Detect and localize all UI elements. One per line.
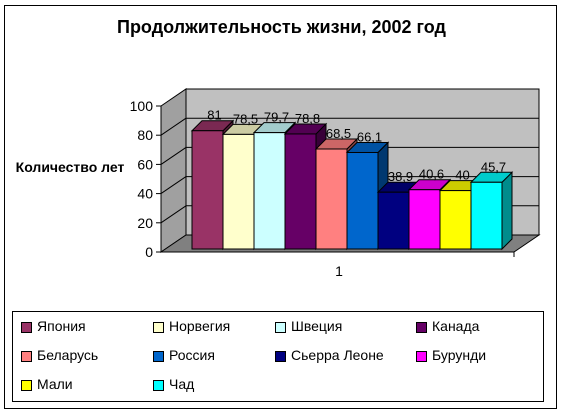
y-tick-label: 100 [130,98,154,114]
side-wall [160,88,187,253]
chart-title: Продолжительность жизни, 2002 год [117,17,446,37]
gridline-side [160,176,187,195]
data-label: 45,7 [481,159,506,174]
plot-area: 0 20 40 60 80 100 81 78,5 79,7 78,8 68,5 66,1 38,9 40… [130,88,541,279]
y-tick-label: 40 [137,186,153,202]
legend-swatch [21,380,32,391]
gridline-side [160,205,187,224]
data-label: 40,6 [419,167,444,182]
bar [222,133,255,250]
legend-label: Швеция [291,318,343,334]
data-label: 40 [455,168,469,183]
y-tick-label: 80 [137,127,153,143]
bar [346,151,379,250]
bar [377,191,410,250]
y-tick-label: 20 [137,215,153,231]
y-tick-label: 60 [137,156,153,172]
bar [315,148,348,250]
legend-label: Канада [432,318,480,334]
bar [191,130,224,250]
data-label: 38,9 [388,169,413,184]
legend-label: Чад [169,376,195,392]
data-label: 66,1 [357,129,382,144]
data-label: 78,5 [233,111,258,126]
y-axis-label: Количество лет [15,159,125,175]
legend-label: Мали [37,376,73,392]
legend-label: Норвегия [169,318,231,334]
y-tick-label: 0 [145,244,153,260]
data-label: 81 [207,108,221,123]
bar [408,189,441,250]
bar [470,181,503,250]
x-tick-label: 1 [335,263,343,279]
legend-label: Япония [37,318,86,334]
legend-swatch [416,351,427,362]
legend-label: Россия [169,347,215,363]
gridline-side [160,117,187,136]
bar-side [501,171,513,251]
legend: Япония Норвегия Швеция Канада Беларусь Россия… [12,311,544,402]
data-label: 78,8 [295,111,320,126]
legend-swatch [153,380,164,391]
legend-swatch [153,322,164,333]
bar [284,133,317,250]
legend-swatch [275,322,286,333]
bar [253,132,286,250]
data-label: 68,5 [326,126,351,141]
legend-swatch [416,322,427,333]
legend-swatch [21,322,32,333]
data-label: 79,7 [264,110,289,125]
legend-label: Бурунди [432,347,487,363]
legend-label: Беларусь [37,347,99,363]
bar [439,190,472,250]
legend-label: Сьерра Леоне [291,347,384,363]
legend-swatch [275,351,286,362]
legend-swatch [21,351,32,362]
gridline-side [160,146,187,165]
legend-swatch [153,351,164,362]
